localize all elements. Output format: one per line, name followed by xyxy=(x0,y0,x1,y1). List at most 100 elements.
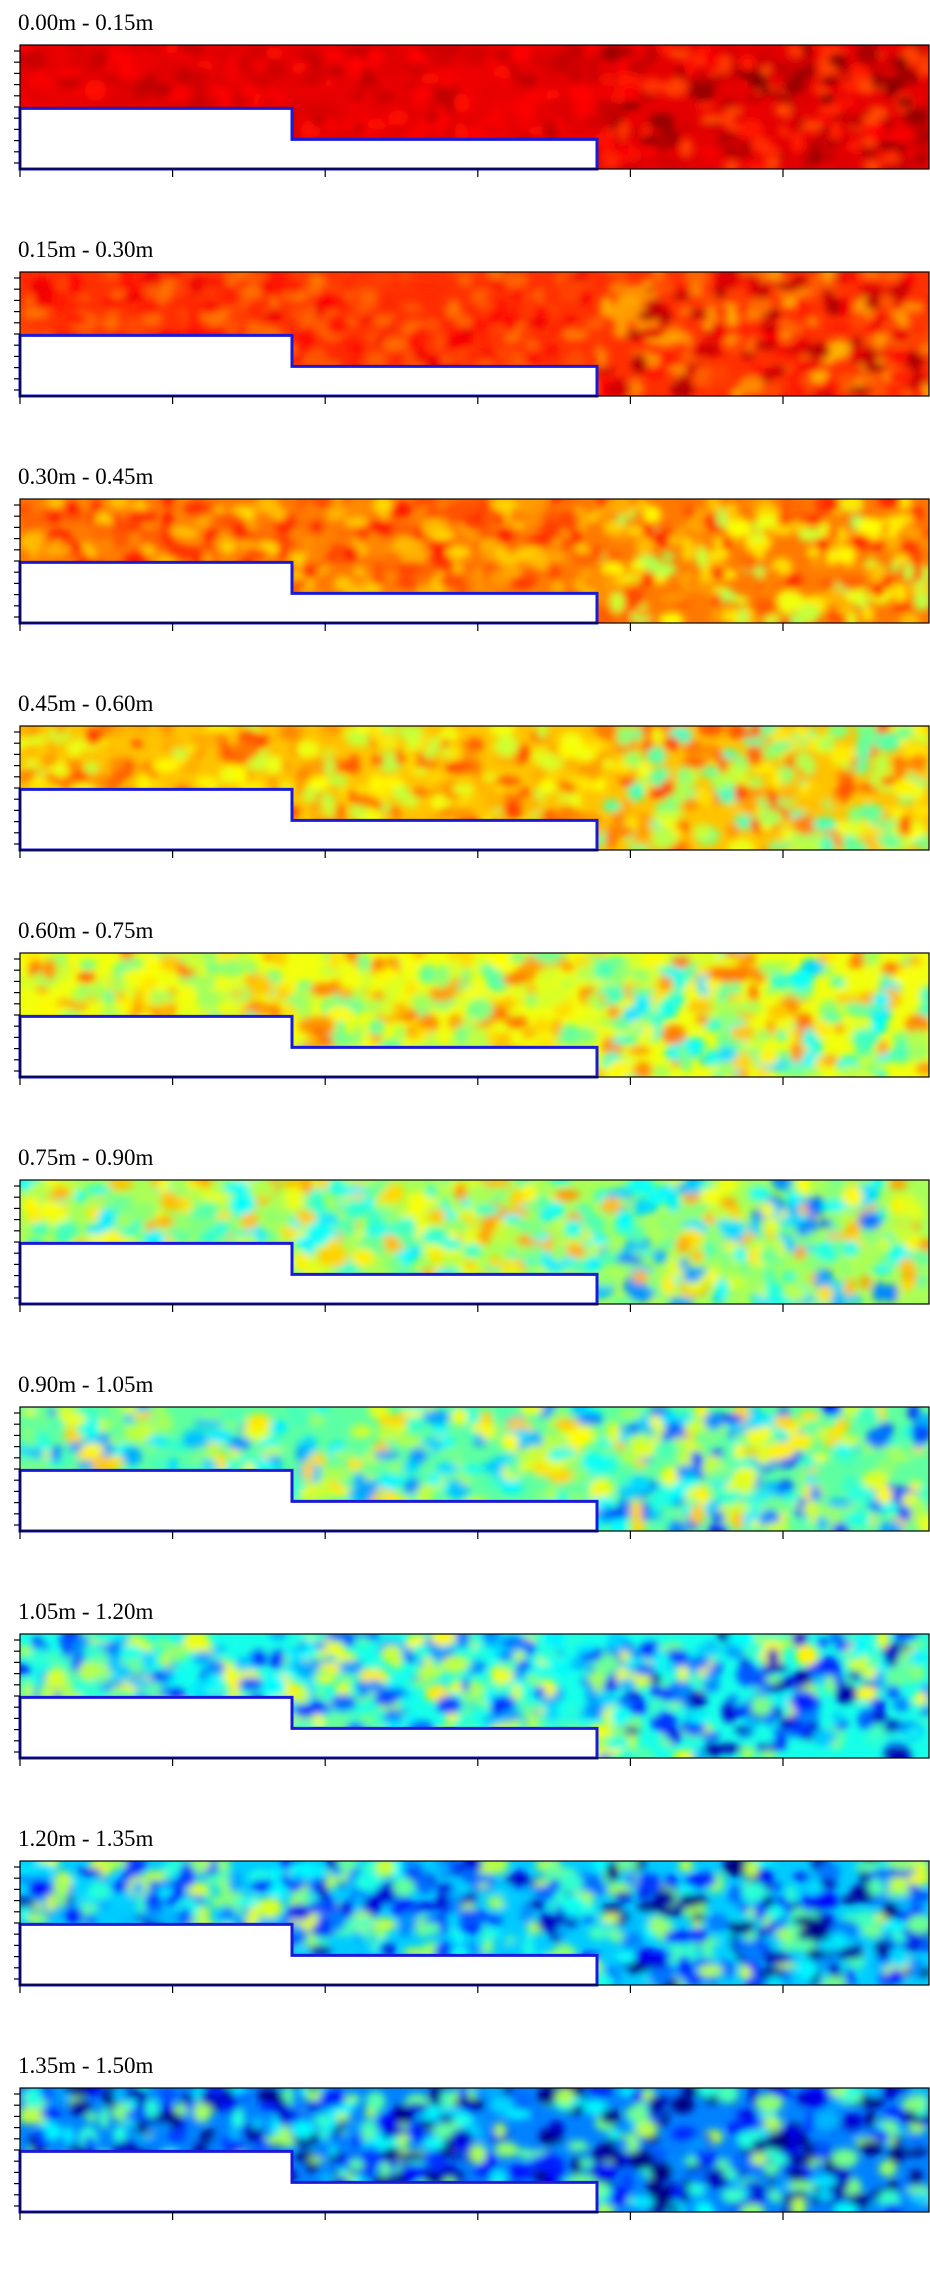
blob xyxy=(464,1260,476,1269)
blob xyxy=(454,336,473,345)
blob xyxy=(665,1421,684,1436)
blob xyxy=(27,71,53,87)
blob xyxy=(275,1200,288,1214)
panel-title: 0.90m - 1.05m xyxy=(18,1372,154,1397)
blob xyxy=(547,566,562,581)
blob xyxy=(458,276,472,287)
blob xyxy=(472,565,483,584)
blob xyxy=(587,993,601,1006)
blob xyxy=(750,720,761,737)
blob xyxy=(833,151,861,169)
blob xyxy=(810,273,822,291)
blob xyxy=(732,127,759,137)
blob xyxy=(463,986,487,998)
blob xyxy=(41,752,58,767)
blob xyxy=(522,795,541,814)
blob xyxy=(840,298,852,318)
blob xyxy=(122,994,134,1014)
blob xyxy=(370,270,393,290)
blob xyxy=(658,42,677,54)
blob xyxy=(31,1222,50,1235)
blob xyxy=(879,819,898,827)
blob xyxy=(497,552,520,566)
blob xyxy=(855,1044,873,1057)
blob xyxy=(348,1490,366,1498)
blob xyxy=(339,86,358,98)
blob xyxy=(489,1256,501,1267)
blob xyxy=(389,110,408,125)
blob xyxy=(627,568,646,577)
blob xyxy=(681,759,707,767)
blob xyxy=(656,810,684,820)
blob xyxy=(470,758,482,776)
blob xyxy=(705,1048,720,1066)
blob xyxy=(654,135,670,151)
blob xyxy=(615,316,629,328)
blob xyxy=(289,302,310,313)
panel-title: 0.75m - 0.90m xyxy=(18,1145,154,1170)
blob xyxy=(790,367,802,387)
blob xyxy=(459,62,472,78)
blob xyxy=(366,538,390,558)
blob xyxy=(611,1035,639,1045)
blob xyxy=(848,348,864,359)
blob xyxy=(84,762,98,774)
blob xyxy=(798,1222,808,1238)
blob xyxy=(68,273,80,293)
blob xyxy=(198,1411,223,1421)
blob xyxy=(310,1414,325,1427)
blob xyxy=(699,744,718,756)
blob xyxy=(371,571,386,586)
blob xyxy=(872,993,890,1006)
blob xyxy=(315,1402,328,1416)
blob xyxy=(387,1460,404,1475)
blob xyxy=(173,1185,191,1198)
blob xyxy=(900,1509,912,1521)
blob xyxy=(743,312,762,320)
blob xyxy=(914,591,930,611)
blob xyxy=(339,972,363,990)
blob xyxy=(629,1475,651,1494)
blob xyxy=(561,106,574,127)
blob xyxy=(391,522,418,537)
blob xyxy=(571,978,592,988)
blob xyxy=(124,1424,136,1442)
blob xyxy=(65,500,80,517)
blob xyxy=(767,308,780,319)
blob xyxy=(525,994,538,1007)
blob xyxy=(652,264,665,280)
blob xyxy=(396,574,417,593)
blob xyxy=(494,45,512,64)
blob xyxy=(464,1244,481,1257)
blob xyxy=(668,1520,687,1539)
blob xyxy=(663,80,684,96)
blob xyxy=(799,359,821,373)
blob xyxy=(373,495,393,513)
blob xyxy=(761,324,779,332)
blob xyxy=(112,976,125,992)
blob xyxy=(652,727,662,744)
blob xyxy=(238,945,248,966)
blob xyxy=(594,82,617,98)
blob xyxy=(525,1220,543,1239)
blob xyxy=(844,490,861,511)
blob xyxy=(565,317,576,325)
panel-title: 0.15m - 0.30m xyxy=(18,237,154,262)
blob xyxy=(150,1458,167,1470)
blob xyxy=(415,281,442,298)
blob xyxy=(350,341,363,358)
blob xyxy=(421,73,440,83)
blob xyxy=(645,583,671,597)
panel-title: 0.30m - 0.45m xyxy=(18,464,154,489)
blob xyxy=(632,727,642,741)
blob xyxy=(439,572,465,590)
blob xyxy=(690,1250,705,1262)
blob xyxy=(635,536,654,556)
blob xyxy=(847,386,872,395)
blob xyxy=(784,572,802,587)
blob xyxy=(467,532,482,545)
blob xyxy=(899,1215,917,1225)
blob xyxy=(68,87,85,96)
blob xyxy=(704,1431,718,1444)
blob xyxy=(832,1238,844,1256)
